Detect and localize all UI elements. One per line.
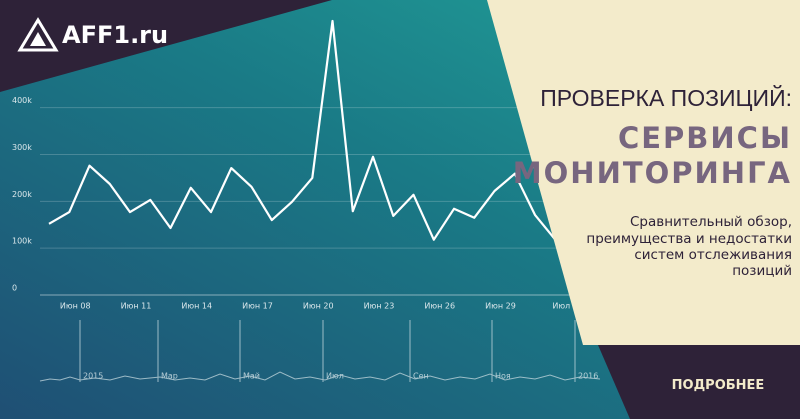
y-tick-label: 200k — [12, 190, 32, 199]
line-series — [48, 19, 576, 241]
navigator-sparkline — [39, 371, 601, 382]
x-tick-label: Июн 23 — [364, 302, 395, 311]
navigator-label: Июл — [326, 372, 344, 381]
logo-icon-inner — [30, 32, 46, 46]
navigator-label: 2015 — [83, 372, 103, 381]
description: позиций — [732, 263, 792, 279]
text-panel — [487, 0, 800, 345]
headline: СЕРВИСЫ — [618, 121, 792, 155]
y-tick-label: 300k — [12, 143, 32, 152]
plot: 0 100k 200k 300k 400k Июн 08 Июн 11 Июн 14 Июн 1… — [12, 19, 580, 311]
navigator-label: Сен — [413, 372, 429, 381]
headline: МОНИТОРИНГА — [513, 156, 792, 190]
logo: AFF1.ru — [17, 17, 168, 52]
y-tick-label: 100k — [12, 237, 32, 246]
navigator-label: Мар — [161, 372, 178, 381]
navigator-label: Ноя — [495, 372, 511, 381]
navigator-label: 2016 — [578, 372, 598, 381]
navigator: 2015 Мар Май Июл Сен Ноя 2016 — [39, 320, 601, 382]
x-tick-label: Июн 29 — [485, 302, 516, 311]
x-tick-label: Июн 11 — [121, 302, 152, 311]
y-tick-label: 0 — [12, 284, 17, 293]
x-tick-label: Июл — [552, 302, 570, 311]
x-tick-label: Июн 17 — [242, 302, 273, 311]
logo-text: AFF1.ru — [62, 21, 168, 49]
navigator-label: Май — [243, 372, 260, 381]
x-tick-label: Июн 08 — [60, 302, 91, 311]
button-label[interactable]: ПОДРОБНЕЕ — [672, 378, 765, 393]
headline: ПРОВЕРКА ПОЗИЦИЙ: — [540, 84, 792, 111]
description: преимущества и недостатки — [586, 231, 792, 247]
x-tick-label: Июн 14 — [181, 302, 212, 311]
description: систем отслеживания — [634, 247, 792, 263]
x-tick-label: Июн 20 — [303, 302, 334, 311]
button-area[interactable] — [598, 345, 800, 419]
description: Сравнительный обзор, — [630, 214, 792, 230]
logo-icon — [17, 17, 59, 52]
x-tick-label: Июн 26 — [424, 302, 455, 311]
logo-area — [0, 0, 332, 92]
y-tick-label: 400k — [12, 96, 32, 105]
